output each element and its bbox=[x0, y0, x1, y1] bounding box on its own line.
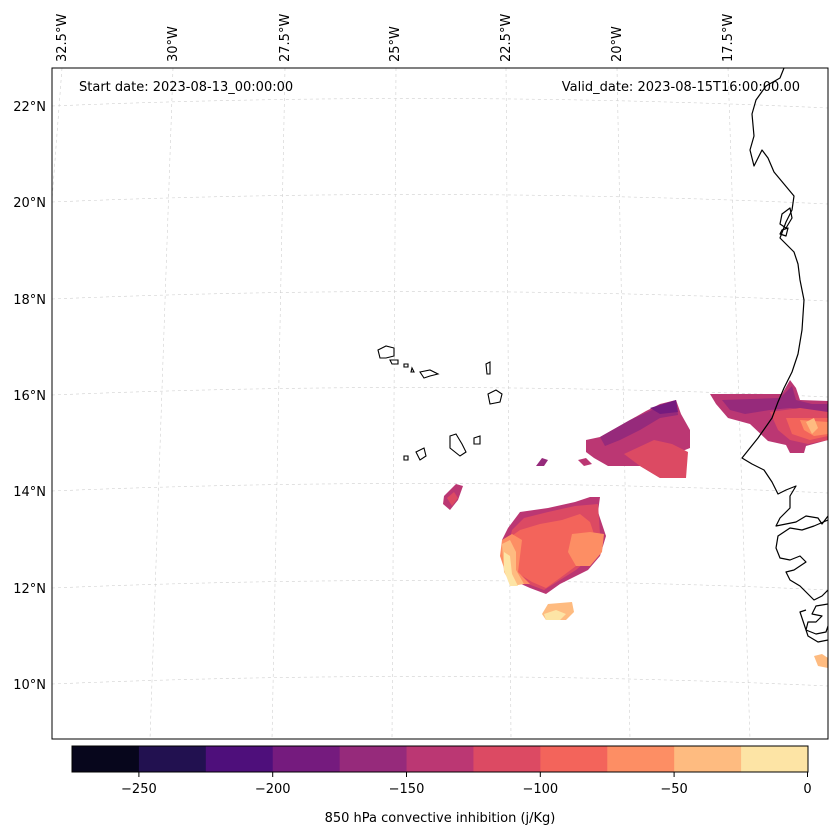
cin-blob-south-hot bbox=[506, 514, 596, 588]
island-sal bbox=[485, 361, 491, 375]
lat-label: 20°N bbox=[13, 196, 46, 211]
colorbar-tick-label: −150 bbox=[389, 782, 425, 797]
map-area bbox=[52, 68, 828, 739]
island-raso bbox=[410, 366, 415, 373]
colorbar-swatch bbox=[674, 746, 742, 772]
africa-coastline-south bbox=[775, 519, 828, 601]
parallel-12n bbox=[52, 580, 828, 591]
lon-label: 22.5°W bbox=[499, 14, 514, 62]
cin-blob-offshore-mid bbox=[624, 440, 688, 478]
lat-label: 10°N bbox=[13, 678, 46, 693]
colorbar-swatch bbox=[205, 746, 274, 772]
cin-blob-small-3-in bbox=[447, 492, 458, 506]
island-maio bbox=[473, 435, 481, 445]
africa-coastline-south2 bbox=[805, 603, 828, 635]
lat-label: 14°N bbox=[13, 485, 46, 500]
valid-date-annotation: Valid_date: 2023-08-15T16:00:00.00 bbox=[562, 80, 800, 95]
island-sao-nicolau bbox=[419, 369, 440, 379]
colorbar-swatch bbox=[540, 746, 608, 772]
colorbar-tick-label: −250 bbox=[121, 782, 157, 797]
island-boa-vista bbox=[487, 389, 503, 405]
cin-blob-small-1 bbox=[536, 458, 548, 466]
map-border bbox=[51, 67, 829, 740]
parallel-20n bbox=[52, 194, 828, 205]
cin-blob-coast-dark bbox=[722, 386, 828, 414]
colorbar-swatch bbox=[339, 746, 408, 772]
colorbar-swatch bbox=[473, 746, 541, 772]
cin-blob-coast-light bbox=[806, 418, 818, 434]
cin-blob-small-2 bbox=[578, 458, 592, 466]
colorbar-tick-label: −50 bbox=[660, 782, 687, 797]
cin-contours bbox=[443, 380, 828, 668]
colorbar bbox=[72, 746, 809, 772]
cin-blob-south-orange-e bbox=[568, 532, 604, 566]
lon-label: 32.5°W bbox=[55, 14, 70, 62]
lon-label: 27.5°W bbox=[278, 14, 293, 62]
colorbar-ticks: −250 −200 −150 −100 −50 0 bbox=[121, 772, 812, 797]
colorbar-swatch bbox=[607, 746, 675, 772]
meridian-32.5w bbox=[52, 68, 63, 201]
lon-label: 30°W bbox=[166, 26, 181, 62]
lon-label: 25°W bbox=[388, 26, 403, 62]
parallel-10n bbox=[52, 676, 828, 687]
gridlines bbox=[52, 68, 828, 739]
colorbar-swatch bbox=[741, 746, 809, 772]
longitude-labels: 32.5°W 30°W 27.5°W 25°W 22.5°W 20°W 17.5… bbox=[55, 14, 736, 62]
parallel-18n bbox=[52, 291, 828, 302]
cin-blob-offshore-darker bbox=[650, 400, 678, 414]
meridian-20w bbox=[616, 68, 631, 739]
latitude-labels: 22°N 20°N 18°N 16°N 14°N 12°N 10°N bbox=[13, 100, 46, 693]
island-santo-antao bbox=[377, 345, 395, 359]
lat-label: 18°N bbox=[13, 293, 46, 308]
meridian-25w bbox=[391, 68, 397, 739]
colorbar-label: 850 hPa convective inhibition (j/Kg) bbox=[325, 811, 556, 826]
island-santa-luzia bbox=[403, 363, 409, 368]
cape-verde-islands bbox=[377, 345, 503, 461]
colorbar-swatch bbox=[138, 746, 207, 772]
parallel-16n bbox=[52, 387, 828, 398]
lat-label: 22°N bbox=[13, 100, 46, 115]
meridian-30w bbox=[149, 68, 174, 739]
lon-label: 20°W bbox=[610, 26, 625, 62]
cin-blob-southeast bbox=[814, 654, 828, 668]
lat-label: 12°N bbox=[13, 582, 46, 597]
meridian-17.5w bbox=[727, 68, 751, 739]
island-fogo bbox=[415, 447, 427, 461]
colorbar-swatch bbox=[272, 746, 341, 772]
colorbar-tick-label: −100 bbox=[522, 782, 558, 797]
meridian-27.5w bbox=[271, 68, 286, 739]
colorbar-border bbox=[71, 745, 809, 773]
colorbar-tick-label: −200 bbox=[255, 782, 291, 797]
africa-coastline-islet bbox=[779, 207, 793, 237]
africa-coastline bbox=[741, 68, 828, 527]
cin-blob-south-pale bbox=[504, 552, 518, 586]
lat-label: 16°N bbox=[13, 389, 46, 404]
island-brava bbox=[403, 455, 409, 461]
start-date-annotation: Start date: 2023-08-13_00:00:00 bbox=[79, 80, 293, 95]
island-sao-vicente bbox=[389, 359, 399, 365]
cin-blob-south-small-light bbox=[544, 610, 566, 620]
colorbar-tick-label: 0 bbox=[803, 782, 811, 797]
parallel-14n bbox=[52, 483, 828, 494]
lon-label: 17.5°W bbox=[721, 14, 736, 62]
africa-coastline-south3 bbox=[799, 609, 828, 643]
colorbar-swatch bbox=[406, 746, 474, 772]
meridian-22.5w bbox=[505, 68, 512, 739]
parallel-22n bbox=[52, 98, 828, 109]
island-santiago bbox=[449, 433, 467, 457]
colorbar-swatch bbox=[72, 746, 140, 772]
